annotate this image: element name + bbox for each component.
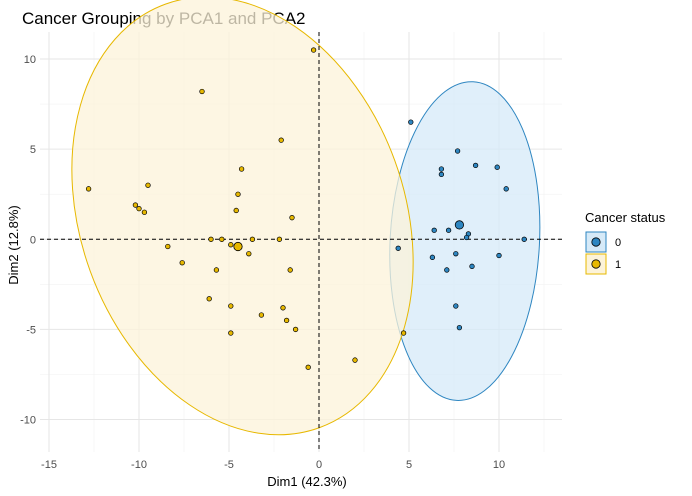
data-point-0 <box>453 251 459 257</box>
data-point-0 <box>444 267 450 273</box>
centroid-point-0 <box>454 220 464 230</box>
data-point-1 <box>276 236 283 242</box>
data-point-1 <box>235 191 241 197</box>
data-point-1 <box>136 206 142 212</box>
data-point-1 <box>132 202 139 208</box>
data-point-1 <box>179 260 185 266</box>
y-tick-label: 10 <box>24 54 36 66</box>
data-point-1 <box>238 166 245 172</box>
legend-label-0: 0 <box>615 237 621 249</box>
data-point-1 <box>305 364 311 370</box>
data-point-0 <box>431 227 437 233</box>
data-point-0 <box>408 119 414 125</box>
data-point-1 <box>228 242 234 248</box>
data-point-0 <box>463 234 470 241</box>
data-point-1 <box>278 137 284 143</box>
y-axis-title: Dim2 (12.8%) <box>6 205 21 284</box>
legend-label-1: 1 <box>615 259 621 271</box>
centroid-point-1 <box>233 241 243 252</box>
data-point-1 <box>85 186 92 192</box>
data-point-1 <box>206 296 212 302</box>
data-point-0 <box>494 164 500 170</box>
data-point-1 <box>145 182 151 188</box>
y-tick-label: 0 <box>30 234 36 246</box>
x-tick-label: -10 <box>131 459 147 471</box>
data-point-1 <box>289 215 295 221</box>
data-point-0 <box>472 162 479 169</box>
confidence-ellipse-1 <box>71 0 414 436</box>
data-point-0 <box>438 166 445 172</box>
x-tick-label: -5 <box>224 459 234 471</box>
data-point-1 <box>141 209 148 215</box>
data-point-0 <box>521 236 527 242</box>
x-tick-label: 10 <box>493 459 505 471</box>
data-point-1 <box>400 330 407 336</box>
data-point-1 <box>219 236 225 242</box>
data-point-1 <box>283 317 290 324</box>
data-point-1 <box>228 303 234 309</box>
data-point-1 <box>228 330 234 336</box>
data-point-0 <box>503 186 509 192</box>
data-point-0 <box>395 245 401 251</box>
legend-title: Cancer status <box>585 210 666 225</box>
data-point-0 <box>445 227 452 233</box>
confidence-ellipses <box>71 0 541 436</box>
data-point-1 <box>287 267 293 273</box>
x-tick-label: 0 <box>316 459 322 471</box>
x-axis-title: Dim1 (42.3%) <box>267 474 346 489</box>
data-point-1 <box>249 236 256 242</box>
y-tick-label: -5 <box>26 324 36 336</box>
data-point-1 <box>208 236 214 242</box>
data-point-1 <box>199 88 205 95</box>
reference-lines <box>40 32 562 452</box>
legend-marker-0 <box>591 237 601 247</box>
data-point-1 <box>213 267 220 273</box>
data-point-1 <box>246 251 252 257</box>
legend-marker-1 <box>591 259 601 269</box>
data-point-1 <box>258 312 265 318</box>
y-tick-label: -10 <box>20 415 36 427</box>
data-point-0 <box>438 171 445 178</box>
legend: Cancer status 0 1 <box>585 210 666 275</box>
data-point-0 <box>456 324 463 331</box>
data-point-1 <box>165 243 171 250</box>
data-point-0 <box>496 252 502 259</box>
x-tick-label: 5 <box>406 459 412 471</box>
x-tick-label: -15 <box>41 459 57 471</box>
data-point-1 <box>233 207 239 214</box>
data-point-0 <box>454 148 461 154</box>
data-points <box>85 47 527 370</box>
data-point-1 <box>310 47 317 53</box>
data-point-0 <box>469 263 475 269</box>
data-point-0 <box>429 254 436 260</box>
y-tick-label: 5 <box>30 144 36 156</box>
data-point-1 <box>352 357 358 363</box>
tick-labels: -15 -10 -5 0 5 10 -10 -5 0 5 10 <box>20 54 505 471</box>
data-point-0 <box>453 303 459 309</box>
data-point-1 <box>280 305 286 311</box>
data-point-1 <box>292 326 299 333</box>
